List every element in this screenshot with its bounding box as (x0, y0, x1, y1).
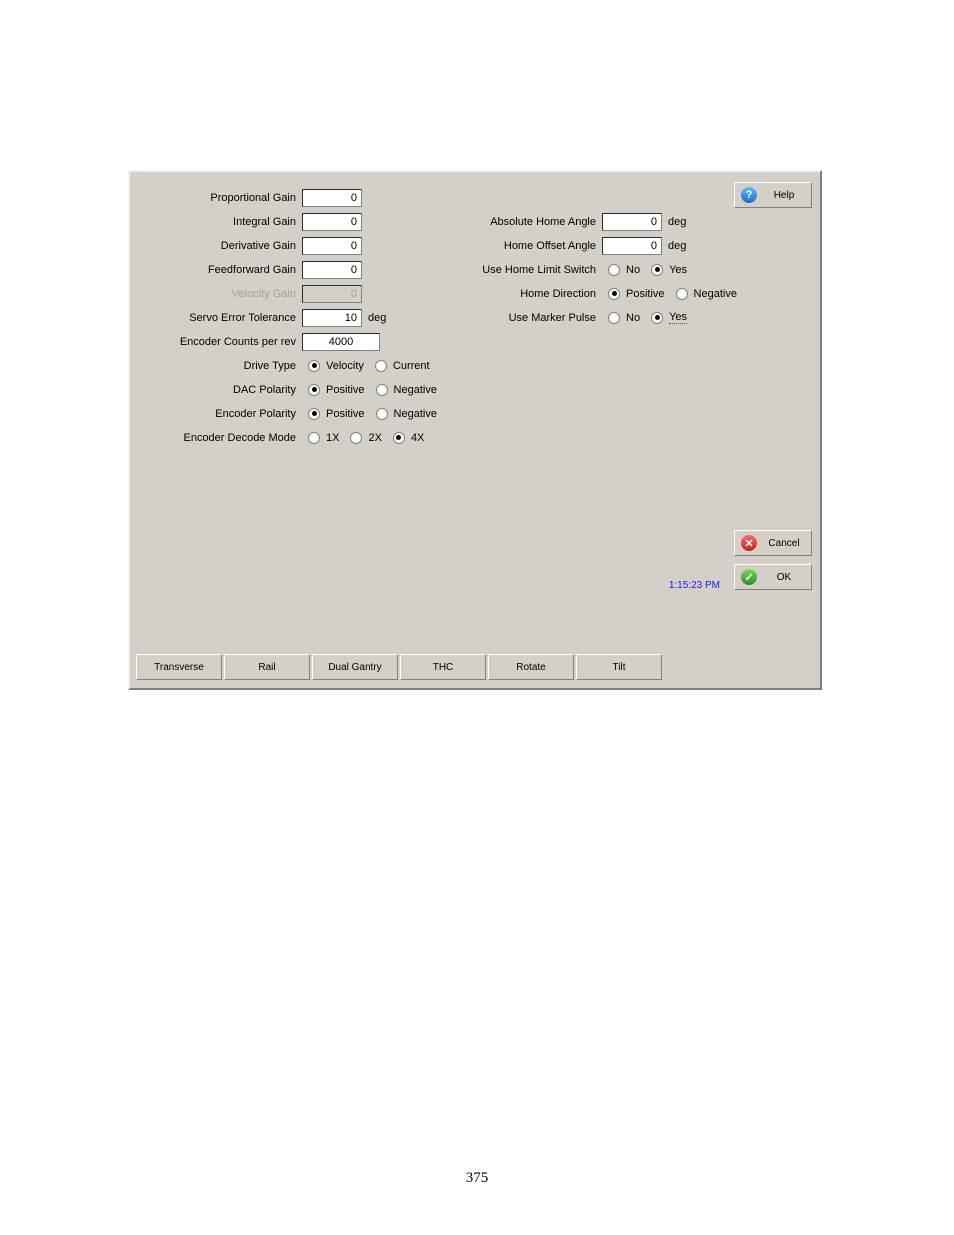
row-derivative-gain: Derivative Gain 0 (130, 234, 450, 257)
help-button[interactable]: ? Help (734, 182, 812, 208)
radio-label-1x: 1X (326, 432, 339, 444)
label-integral-gain: Integral Gain (130, 216, 302, 228)
row-feedforward-gain: Feedforward Gain 0 (130, 258, 450, 281)
tab-rail[interactable]: Rail (224, 654, 310, 680)
row-use-home-limit: Use Home Limit Switch No Yes (430, 258, 750, 281)
row-encoder-decode: Encoder Decode Mode 1X 2X 4X (130, 426, 450, 449)
page-number: 375 (0, 1170, 954, 1187)
radio-decode-2x[interactable] (350, 432, 362, 444)
input-feedforward-gain[interactable]: 0 (302, 261, 362, 279)
radio-drive-type-velocity[interactable] (308, 360, 320, 372)
radio-home-limit-no[interactable] (608, 264, 620, 276)
unit-servo-error-tolerance: deg (368, 312, 386, 324)
label-encoder-decode: Encoder Decode Mode (130, 432, 302, 444)
side-buttons-bottom: ✕ Cancel ✓ OK (734, 530, 812, 598)
row-encoder-counts: Encoder Counts per rev 4000 (130, 330, 450, 353)
row-encoder-polarity: Encoder Polarity Positive Negative (130, 402, 450, 425)
row-drive-type: Drive Type Velocity Current (130, 354, 450, 377)
radio-label-current: Current (393, 360, 430, 372)
radio-label-home-dir-negative: Negative (694, 288, 737, 300)
row-home-offset-angle: Home Offset Angle 0 deg (430, 234, 750, 257)
ok-button[interactable]: ✓ OK (734, 564, 812, 590)
side-buttons-top: ? Help (734, 182, 812, 216)
radio-dac-negative[interactable] (376, 384, 388, 396)
body-area: Proportional Gain 0 Integral Gain 0 Deri… (130, 172, 820, 688)
radio-label-encoder-positive: Positive (326, 408, 365, 420)
label-abs-home-angle: Absolute Home Angle (430, 216, 602, 228)
radio-label-home-limit-yes: Yes (669, 264, 687, 276)
ok-button-label: OK (763, 572, 805, 583)
radio-home-dir-negative[interactable] (676, 288, 688, 300)
label-dac-polarity: DAC Polarity (130, 384, 302, 396)
radio-label-2x: 2X (368, 432, 381, 444)
row-use-marker-pulse: Use Marker Pulse No Yes (430, 306, 750, 329)
label-home-offset-angle: Home Offset Angle (430, 240, 602, 252)
unit-abs-home-angle: deg (668, 216, 686, 228)
row-abs-home-angle: Absolute Home Angle 0 deg (430, 210, 750, 233)
row-integral-gain: Integral Gain 0 (130, 210, 450, 233)
label-feedforward-gain: Feedforward Gain (130, 264, 302, 276)
label-velocity-gain: Velocity Gain (130, 288, 302, 300)
help-button-label: Help (763, 190, 805, 201)
tab-thc[interactable]: THC (400, 654, 486, 680)
timestamp: 1:15:23 PM (669, 580, 720, 591)
input-integral-gain[interactable]: 0 (302, 213, 362, 231)
tab-transverse[interactable]: Transverse (136, 654, 222, 680)
radio-encoder-positive[interactable] (308, 408, 320, 420)
radio-label-velocity: Velocity (326, 360, 364, 372)
label-servo-error-tolerance: Servo Error Tolerance (130, 312, 302, 324)
radio-home-dir-positive[interactable] (608, 288, 620, 300)
row-velocity-gain: Velocity Gain 0 (130, 282, 450, 305)
radio-marker-yes[interactable] (651, 312, 663, 324)
radio-label-home-dir-positive: Positive (626, 288, 665, 300)
label-derivative-gain: Derivative Gain (130, 240, 302, 252)
ok-icon: ✓ (741, 569, 757, 585)
radio-decode-4x[interactable] (393, 432, 405, 444)
label-encoder-polarity: Encoder Polarity (130, 408, 302, 420)
help-icon: ? (741, 187, 757, 203)
radio-marker-no[interactable] (608, 312, 620, 324)
left-column: Proportional Gain 0 Integral Gain 0 Deri… (130, 186, 450, 450)
input-encoder-counts[interactable]: 4000 (302, 333, 380, 351)
right-column: Absolute Home Angle 0 deg Home Offset An… (430, 210, 750, 330)
row-servo-error-tolerance: Servo Error Tolerance 10 deg (130, 306, 450, 329)
unit-home-offset-angle: deg (668, 240, 686, 252)
tab-dual-gantry[interactable]: Dual Gantry (312, 654, 398, 680)
radio-label-home-limit-no: No (626, 264, 640, 276)
radio-dac-positive[interactable] (308, 384, 320, 396)
input-servo-error-tolerance[interactable]: 10 (302, 309, 362, 327)
radio-label-dac-positive: Positive (326, 384, 365, 396)
cancel-button-label: Cancel (763, 538, 805, 549)
radio-decode-1x[interactable] (308, 432, 320, 444)
input-proportional-gain[interactable]: 0 (302, 189, 362, 207)
tab-rotate[interactable]: Rotate (488, 654, 574, 680)
settings-window: Proportional Gain 0 Integral Gain 0 Deri… (128, 170, 822, 690)
input-velocity-gain: 0 (302, 285, 362, 303)
tab-tilt[interactable]: Tilt (576, 654, 662, 680)
label-use-home-limit: Use Home Limit Switch (430, 264, 602, 276)
radio-drive-type-current[interactable] (375, 360, 387, 372)
radio-label-marker-yes: Yes (669, 311, 687, 324)
tab-bar: Transverse Rail Dual Gantry THC Rotate T… (136, 654, 664, 680)
radio-label-marker-no: No (626, 312, 640, 324)
label-use-marker-pulse: Use Marker Pulse (430, 312, 602, 324)
label-proportional-gain: Proportional Gain (130, 192, 302, 204)
row-proportional-gain: Proportional Gain 0 (130, 186, 450, 209)
cancel-button[interactable]: ✕ Cancel (734, 530, 812, 556)
radio-encoder-negative[interactable] (376, 408, 388, 420)
input-abs-home-angle[interactable]: 0 (602, 213, 662, 231)
input-home-offset-angle[interactable]: 0 (602, 237, 662, 255)
row-dac-polarity: DAC Polarity Positive Negative (130, 378, 450, 401)
cancel-icon: ✕ (741, 535, 757, 551)
radio-home-limit-yes[interactable] (651, 264, 663, 276)
input-derivative-gain[interactable]: 0 (302, 237, 362, 255)
radio-label-4x: 4X (411, 432, 424, 444)
label-encoder-counts: Encoder Counts per rev (130, 336, 302, 348)
label-home-direction: Home Direction (430, 288, 602, 300)
label-drive-type: Drive Type (130, 360, 302, 372)
radio-label-encoder-negative: Negative (394, 408, 437, 420)
row-home-direction: Home Direction Positive Negative (430, 282, 750, 305)
radio-label-dac-negative: Negative (394, 384, 437, 396)
